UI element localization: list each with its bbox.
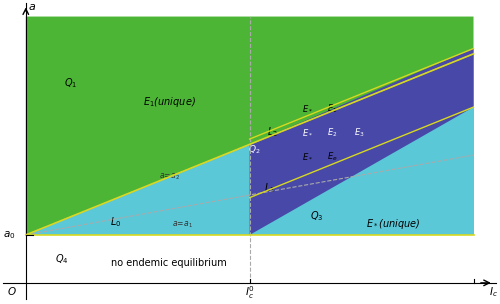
Text: $E_*$(unique): $E_*$(unique) xyxy=(366,217,420,231)
Text: $E_1$: $E_1$ xyxy=(328,102,338,115)
Text: $E_3$: $E_3$ xyxy=(354,126,364,139)
Text: $a_0$: $a_0$ xyxy=(2,229,15,241)
Text: $I_c^0$: $I_c^0$ xyxy=(244,285,254,301)
Polygon shape xyxy=(26,16,473,235)
Text: $L_1$: $L_1$ xyxy=(264,181,276,195)
Text: $E_*$: $E_*$ xyxy=(302,152,314,161)
Text: no endemic equilibrium: no endemic equilibrium xyxy=(111,258,227,268)
Text: $Q_4$: $Q_4$ xyxy=(55,252,68,266)
Polygon shape xyxy=(26,235,473,283)
Text: $I_c$: $I_c$ xyxy=(489,285,498,299)
Text: $L_0$: $L_0$ xyxy=(110,215,121,229)
Text: $Q_1$: $Q_1$ xyxy=(64,76,77,90)
Text: $E_e$: $E_e$ xyxy=(327,150,338,163)
Text: $a\!=\!a_2$: $a\!=\!a_2$ xyxy=(158,171,180,181)
Text: $a\!=\!a_1$: $a\!=\!a_1$ xyxy=(172,219,193,230)
Polygon shape xyxy=(26,54,473,235)
Text: $Q_3$: $Q_3$ xyxy=(310,209,324,223)
Text: $O$: $O$ xyxy=(8,285,17,297)
Polygon shape xyxy=(250,49,474,235)
Text: $Q_2$: $Q_2$ xyxy=(248,143,260,156)
Text: $E_*$: $E_*$ xyxy=(302,104,314,113)
Text: $a$: $a$ xyxy=(28,2,36,12)
Text: $E_1$(unique): $E_1$(unique) xyxy=(142,95,196,109)
Text: $E_2$: $E_2$ xyxy=(328,126,338,139)
Text: $E_*$: $E_*$ xyxy=(302,128,314,137)
Text: $L_2$: $L_2$ xyxy=(266,126,278,139)
